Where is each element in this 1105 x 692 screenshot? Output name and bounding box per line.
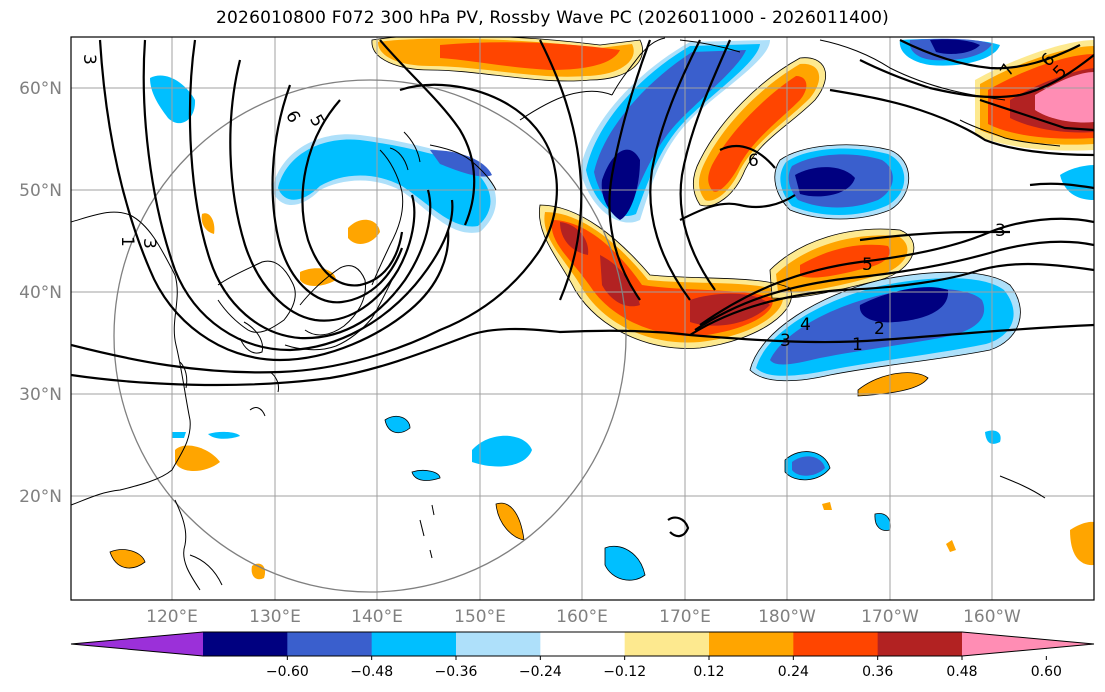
lat-label: 60°N <box>19 79 62 99</box>
plot-frame <box>70 36 1095 601</box>
colorbar-tick-label: 0.12 <box>693 664 724 680</box>
lon-label: 160°E <box>556 607 608 627</box>
colorbar-swatch <box>624 632 710 656</box>
pv-contours <box>71 39 1094 538</box>
colorbar: −0.60 −0.48 −0.36 −0.24 −0.12 0.12 0.24 0.36 0.4… <box>70 631 1095 680</box>
chart-title: 2026010800 F072 300 hPa PV, Rossby Wave … <box>216 8 889 28</box>
graticule <box>71 37 1094 600</box>
colorbar-tick-label: 0.36 <box>862 664 893 680</box>
contour-label: 1 <box>117 236 137 247</box>
radius-circle <box>113 79 627 593</box>
colorbar-swatch <box>877 632 963 656</box>
contour-label: 3 <box>995 221 1006 241</box>
colorbar-swatch <box>371 632 457 656</box>
colorbar-tick-label: −0.48 <box>350 664 393 680</box>
contour-label: 4 <box>800 315 811 335</box>
colorbar-tick-label: 0.24 <box>778 664 809 680</box>
colorbar-extend-high <box>962 632 1094 656</box>
contour-label: 3 <box>139 238 159 249</box>
lat-label: 30°N <box>19 385 62 405</box>
lon-label: 170°E <box>659 607 711 627</box>
contour-label: 1 <box>852 335 863 355</box>
lon-label: 120°E <box>146 607 198 627</box>
colorbar-tick-label: −0.24 <box>519 664 562 680</box>
colorbar-swatch <box>709 632 794 656</box>
lat-label: 50°N <box>19 181 62 201</box>
lon-axis-labels: 120°E 130°E 140°E 150°E 160°E 170°E 180°… <box>146 607 1021 627</box>
colorbar-tick-label: 0.48 <box>946 664 977 680</box>
lat-label: 40°N <box>19 283 62 303</box>
colorbar-tick-label: −0.36 <box>435 664 478 680</box>
lon-label: 180°W <box>758 607 816 627</box>
contour-label: 3 <box>780 331 791 351</box>
colorbar-swatch <box>203 632 288 656</box>
colorbar-swatch <box>540 632 626 656</box>
map-layer: 3 1 6 5 4 2 1 3 4 5 3 6 7 6 5 1 3 <box>71 37 1094 600</box>
lon-label: 140°E <box>351 607 403 627</box>
colorbar-swatch <box>456 632 541 656</box>
colorbar-tick-label: −0.60 <box>266 664 309 680</box>
contour-label: 5 <box>862 255 873 275</box>
lat-label: 20°N <box>19 487 62 507</box>
colorbar-extend-low <box>71 632 203 656</box>
colorbar-tick-label: 0.60 <box>1031 664 1062 680</box>
lat-axis-labels: 60°N 50°N 40°N 30°N 20°N <box>19 79 62 507</box>
shading-negative <box>150 38 1094 581</box>
contour-label: 2 <box>874 319 885 339</box>
lon-label: 160°W <box>963 607 1021 627</box>
colorbar-outline <box>70 631 1095 657</box>
colorbar-tick-label: −0.12 <box>603 664 646 680</box>
lon-label: 150°E <box>454 607 506 627</box>
colorbar-swatch <box>793 632 879 656</box>
contour-label: 6 <box>748 151 759 171</box>
lon-label: 130°E <box>249 607 301 627</box>
colorbar-swatch <box>287 632 373 656</box>
lon-label: 170°W <box>861 607 919 627</box>
contour-label: 3 <box>79 54 99 65</box>
